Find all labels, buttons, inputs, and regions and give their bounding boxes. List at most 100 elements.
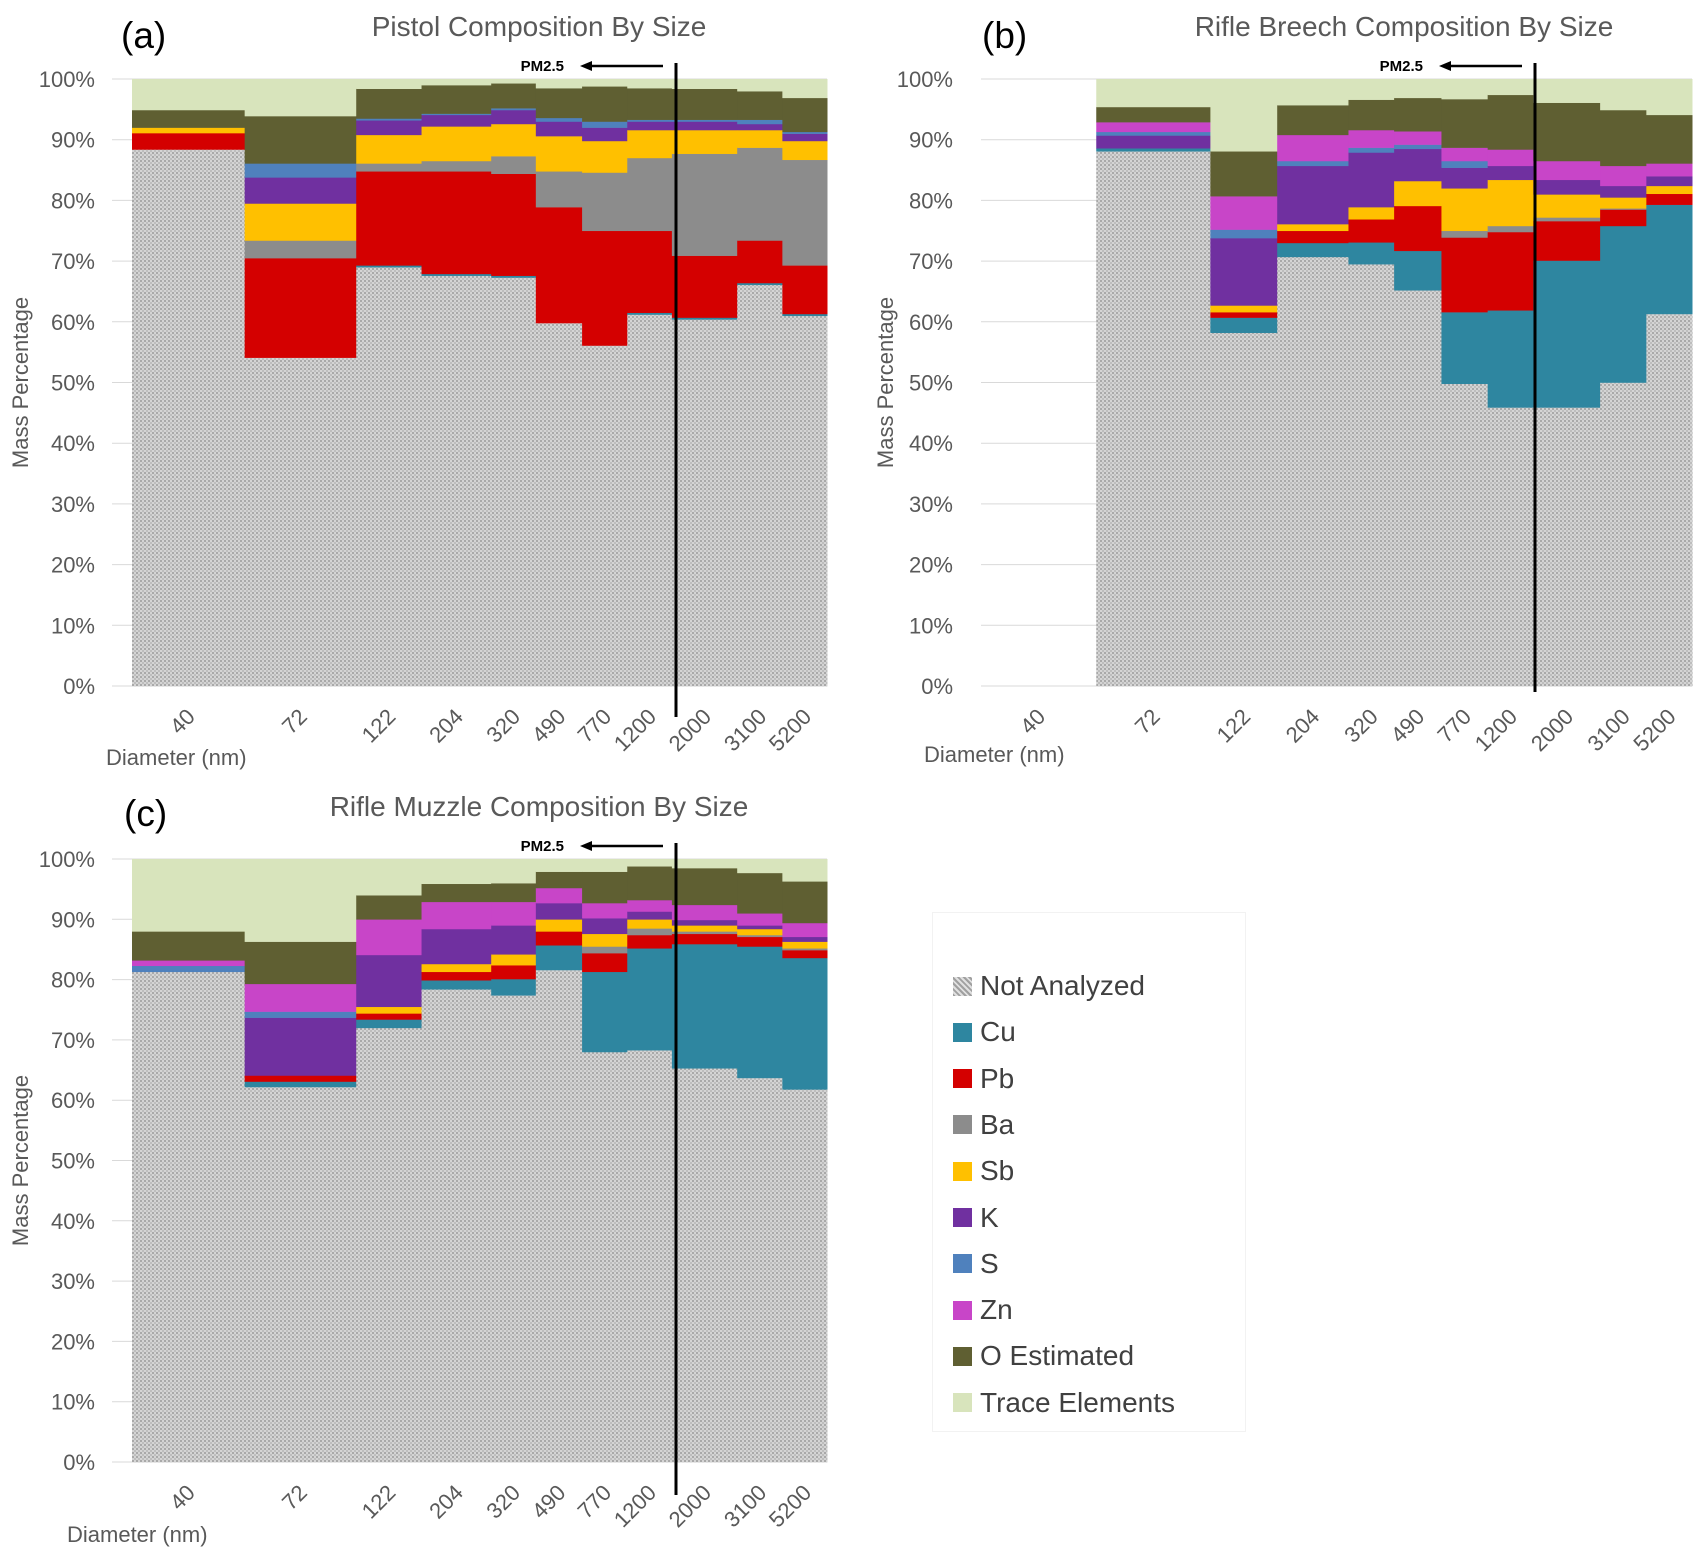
legend-item-s: S [953,1247,999,1281]
x-tick-label: 204 [424,1480,468,1524]
legend-item-pb: Pb [953,1062,1014,1096]
bar-segment-zn [671,904,738,921]
x-tick-label: 40 [1015,704,1050,739]
bar-segment-s [1210,229,1278,239]
bar-segment-trace-elements [1487,79,1534,96]
bar-segment-s [582,121,628,128]
bar-segment-not-analyzed [1533,407,1601,687]
x-tick-label: 2000 [664,1480,716,1532]
bar-segment-sb [132,127,246,134]
bar-segment-o-estimated [1600,109,1647,167]
legend-swatch [953,1393,972,1413]
legend-item-sb: Sb [953,1154,1014,1188]
legend-swatch [953,1069,972,1089]
y-tick-label: 100% [897,67,953,92]
bar-segment-trace-elements [671,79,738,90]
pm25-label: PM2.5 [521,58,564,75]
bar-segment-k [1487,165,1534,181]
bar-segment-sb [421,963,492,973]
bar-segment-not-analyzed [627,1050,673,1463]
bar-segment-not-analyzed [244,1086,357,1463]
bar-segment-cu [244,1081,357,1088]
y-tick-label: 90% [51,907,95,932]
bar-segment-pb [535,931,583,946]
bar-segment-trace-elements [1348,79,1395,100]
bar-segment-pb [421,171,492,275]
bar-segment-pb [627,230,673,313]
y-tick-label: 70% [51,1028,95,1053]
bar-segment-cu [782,313,828,317]
bar-segment-zn [535,887,583,904]
x-tick-label: 770 [573,704,617,748]
x-tick-label: 320 [481,1480,525,1524]
legend-swatch [953,1208,972,1227]
bar-segment-pb [1487,231,1534,311]
bar-segment-cu [737,282,783,286]
x-tick-label: 3100 [719,1480,771,1532]
bar-segment-pb [535,207,583,324]
legend: Not Analyzed Cu Pb Ba Sb K S Zn O Estimated Trace… [932,912,1246,1432]
y-tick-label: 100% [39,67,95,92]
bar-segment-not-analyzed [1600,382,1647,687]
bar-segment-sb [737,928,783,936]
bar-segment-o-estimated [737,91,783,120]
bar-segment-pb [1394,205,1442,252]
y-tick-label: 50% [51,371,95,396]
bar-segment-zn [1646,163,1693,177]
bar-segment-cu [1210,317,1278,334]
bar-segment-o-estimated [421,85,492,114]
bar-segment-pb [582,230,628,346]
x-tick-label: 770 [1432,704,1476,748]
legend-item-k: K [953,1201,999,1235]
x-tick-label: 320 [481,704,525,748]
bar-segment-sb [356,1006,423,1014]
bar-segment-sb [535,136,583,172]
bar-segment-pb [582,953,628,973]
bar-segment-pb [671,933,738,945]
bar-segment-s [737,119,783,125]
bar-segment-cu [491,275,537,278]
y-tick-label: 30% [51,1269,95,1294]
bar-segment-not-analyzed [421,989,492,1463]
bar-segment-k [1533,179,1601,195]
legend-item-zn: Zn [953,1293,1013,1327]
bar-segment-ba [737,934,783,938]
bar-segment-trace-elements [535,859,583,872]
y-tick-label: 60% [51,310,95,335]
y-tick-label: 40% [909,431,953,456]
bar-segment-k [737,123,783,131]
bar-segment-trace-elements [491,79,537,84]
bar-segment-k [421,114,492,127]
x-tick-label: 122 [357,704,401,748]
x-tick-label: 5200 [1628,704,1680,756]
x-tick-label: 122 [357,1480,401,1524]
bar-segment-cu [737,946,783,1079]
chart-panel-a: 0% 10% 20% 30% 40% 50% 60% 70% 80% 90% 100% 40 72 122… [8,11,828,770]
x-tick-label: 204 [424,704,468,748]
bar-segment-ba [1600,208,1647,210]
bar-segment-k [671,919,738,926]
legend-label: Not Analyzed [980,970,1145,1001]
bar-segment-o-estimated [1277,105,1349,136]
bar-segment-not-analyzed [737,284,783,687]
bar-segment-cu [1487,310,1534,408]
bar-segment-k [1348,152,1395,208]
legend-swatch [953,1115,972,1135]
x-tick-label: 1200 [1470,704,1522,756]
legend-item-ba: Ba [953,1108,1014,1142]
bar-segment-zn [244,983,357,1012]
bar-segment-cu [1348,242,1395,265]
bar-segment-o-estimated [356,88,423,119]
bar-segment-cu [1277,242,1349,258]
y-tick-label: 90% [51,128,95,153]
bar-segment-sb [627,129,673,159]
bar-segment-trace-elements [737,859,783,874]
bar-segment-trace-elements [421,79,492,86]
bar-segment-sb [1277,224,1349,232]
bar-segment-not-analyzed [356,1027,423,1463]
bar-segment-trace-elements [582,859,628,872]
bar-segment-sb [1348,207,1395,220]
bar-segment-s [535,117,583,122]
bar-segment-o-estimated [535,871,583,889]
chart-panel-c: 0% 10% 20% 30% 40% 50% 60% 70% 80% 90% 100% 40 72 122… [8,791,828,1547]
